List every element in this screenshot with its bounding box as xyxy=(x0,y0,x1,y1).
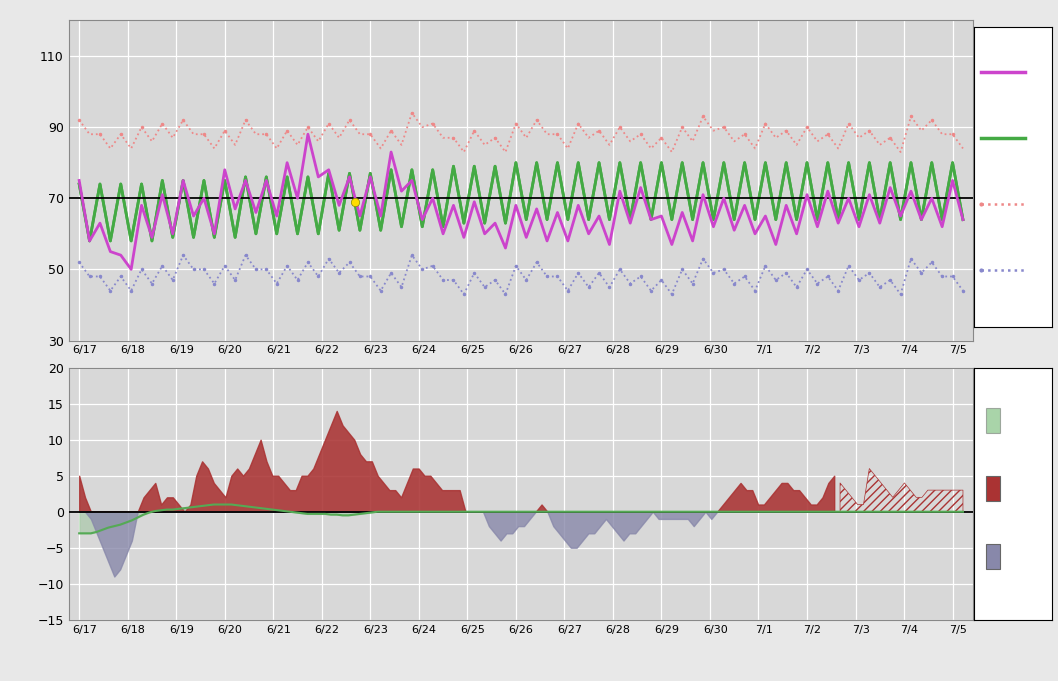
Bar xyxy=(986,476,1000,501)
Bar xyxy=(986,544,1000,569)
Bar xyxy=(986,408,1000,433)
